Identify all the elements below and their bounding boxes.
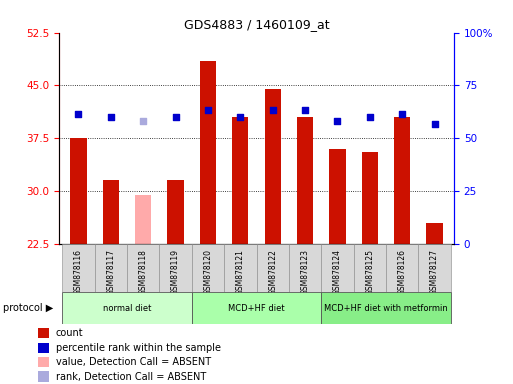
Bar	[62, 292, 192, 324]
Bar	[426, 223, 443, 244]
Bar	[62, 244, 94, 292]
Bar	[329, 149, 346, 244]
Bar	[419, 244, 451, 292]
Text: rank, Detection Call = ABSENT: rank, Detection Call = ABSENT	[55, 371, 206, 382]
Point	[236, 114, 244, 120]
Text: GSM878124: GSM878124	[333, 249, 342, 295]
Text: GSM878125: GSM878125	[365, 249, 374, 295]
Bar	[232, 117, 248, 244]
Text: value, Detection Call = ABSENT: value, Detection Call = ABSENT	[55, 357, 211, 367]
Point	[269, 107, 277, 113]
Bar	[353, 244, 386, 292]
Title: GDS4883 / 1460109_at: GDS4883 / 1460109_at	[184, 18, 329, 31]
Bar	[70, 138, 87, 244]
Text: GSM878119: GSM878119	[171, 249, 180, 295]
Bar	[38, 371, 49, 382]
Bar	[386, 244, 419, 292]
Point	[139, 118, 147, 124]
Text: normal diet: normal diet	[103, 304, 151, 313]
Point	[366, 114, 374, 120]
Point	[74, 111, 83, 117]
Bar	[192, 244, 224, 292]
Bar	[38, 357, 49, 367]
Text: MCD+HF diet: MCD+HF diet	[228, 304, 285, 313]
Point	[171, 114, 180, 120]
Point	[204, 107, 212, 113]
Text: GSM878127: GSM878127	[430, 249, 439, 295]
Text: GSM878126: GSM878126	[398, 249, 407, 295]
Text: count: count	[55, 328, 83, 338]
Bar	[362, 152, 378, 244]
Bar	[224, 244, 256, 292]
Text: GSM878116: GSM878116	[74, 249, 83, 295]
Bar	[135, 195, 151, 244]
Text: GSM878122: GSM878122	[268, 249, 277, 295]
Bar	[103, 180, 119, 244]
Text: GSM878117: GSM878117	[106, 249, 115, 295]
Text: GSM878120: GSM878120	[204, 249, 212, 295]
Point	[398, 111, 406, 117]
Bar	[297, 117, 313, 244]
Text: protocol ▶: protocol ▶	[3, 303, 53, 313]
Bar	[38, 328, 49, 339]
Text: GSM878123: GSM878123	[301, 249, 309, 295]
Point	[333, 118, 342, 124]
Text: MCD+HF diet with metformin: MCD+HF diet with metformin	[324, 304, 448, 313]
Bar	[192, 292, 321, 324]
Bar	[321, 292, 451, 324]
Point	[107, 114, 115, 120]
Bar	[167, 180, 184, 244]
Point	[430, 121, 439, 127]
Bar	[94, 244, 127, 292]
Bar	[321, 244, 353, 292]
Bar	[160, 244, 192, 292]
Text: GSM878121: GSM878121	[236, 249, 245, 295]
Text: percentile rank within the sample: percentile rank within the sample	[55, 343, 221, 353]
Point	[301, 107, 309, 113]
Bar	[394, 117, 410, 244]
Bar	[38, 343, 49, 353]
Bar	[289, 244, 321, 292]
Bar	[200, 61, 216, 244]
Bar	[256, 244, 289, 292]
Bar	[265, 89, 281, 244]
Text: GSM878118: GSM878118	[139, 249, 148, 295]
Bar	[127, 244, 160, 292]
